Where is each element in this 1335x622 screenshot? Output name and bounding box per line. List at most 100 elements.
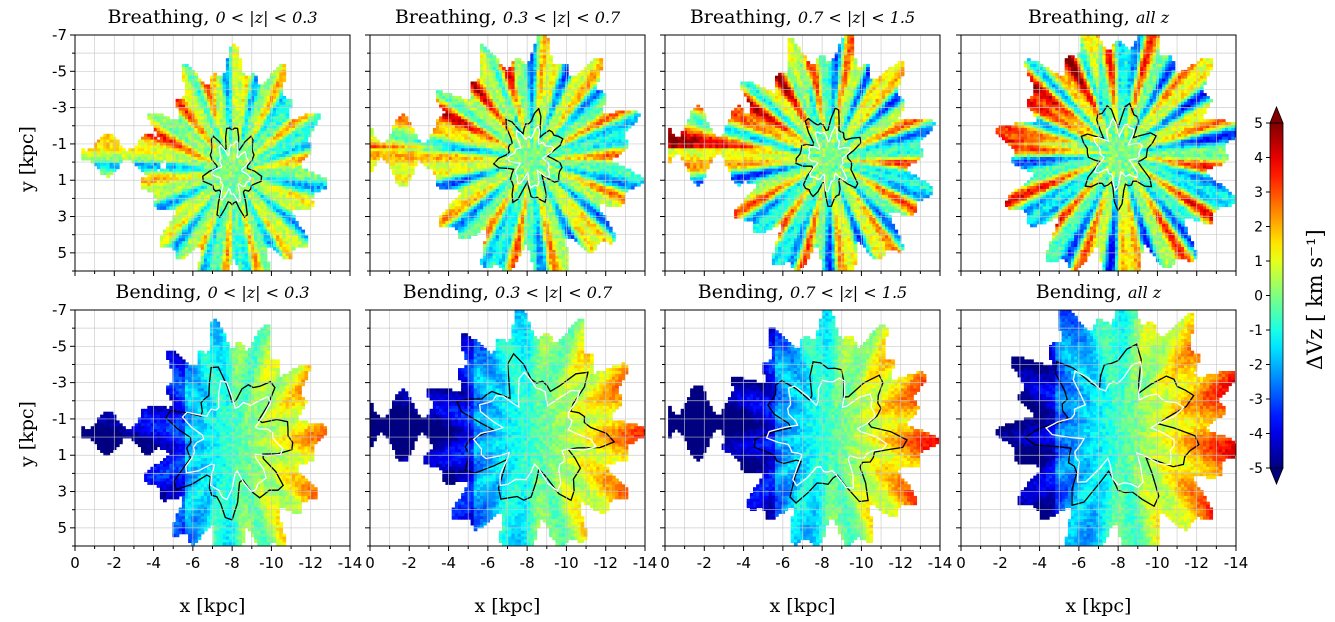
y-axis-label: y [kpc]: [16, 112, 38, 192]
panel-bending-2: 0 -2 -4 -6 -8 -10 -12 -14: [365, 309, 657, 572]
y-tick-label: -3: [52, 374, 67, 392]
ticks: [956, 309, 1237, 551]
ticks: [70, 309, 351, 551]
panel-title: Breathing, 0.3 < |z| < 0.7: [370, 6, 645, 28]
contour-lines: [753, 361, 908, 504]
y-tick-label: 5: [57, 519, 67, 537]
y-tick-label: -1: [52, 135, 67, 153]
contour-lines: [202, 127, 263, 219]
x-tick-label: -4: [146, 554, 161, 572]
colorbar-tick-label: -5: [1249, 461, 1263, 477]
panel-title-text: Breathing,: [107, 6, 215, 28]
panel-title-text: Breathing,: [1028, 6, 1136, 28]
contour-lines: [456, 352, 616, 502]
panel-title: Breathing, 0 < |z| < 0.3: [75, 6, 350, 28]
x-tick-label: -6: [185, 554, 200, 572]
panel-title-text: Breathing,: [690, 6, 798, 28]
x-tick-label: -4: [736, 554, 751, 572]
x-tick-label: -10: [554, 554, 579, 572]
ticks: [365, 34, 646, 276]
y-tick-label: -5: [52, 62, 67, 80]
y-tick-label: 1: [57, 446, 67, 464]
colorbar-tick-label: -1: [1249, 323, 1263, 339]
x-tick-label: 0: [365, 554, 375, 572]
panel-title-text: Bending,: [403, 281, 495, 303]
x-tick-label: -2: [993, 554, 1008, 572]
y-tick-label: 3: [57, 483, 67, 501]
contour-lines: [1023, 343, 1200, 508]
heatmap-cells: [668, 35, 936, 271]
colorbar-tick-label: 4: [1254, 151, 1263, 167]
x-tick-label: -8: [520, 554, 535, 572]
panel-title-range: 0.7 < |z| < 1.5: [798, 8, 915, 27]
x-tick-label: -6: [775, 554, 790, 572]
x-tick-label: -10: [849, 554, 874, 572]
x-tick-label: -4: [441, 554, 456, 572]
panel-title: Bending, 0.3 < |z| < 0.7: [370, 281, 645, 303]
x-axis-label: x [kpc]: [370, 595, 645, 617]
panel-title-range: all z: [1136, 8, 1169, 27]
ticks: [956, 34, 1237, 276]
panel-title-range: 0.3 < |z| < 0.7: [503, 8, 620, 27]
panel-bending-4: 0 -2 -4 -6 -8 -10 -12 -14: [956, 309, 1249, 572]
x-tick-label: -8: [225, 554, 240, 572]
contour-lines: [165, 366, 294, 521]
x-tick-label: -10: [259, 554, 284, 572]
x-tick-label: -14: [1224, 554, 1249, 572]
colorbar-extend-min: [1269, 467, 1284, 486]
ticks: [365, 309, 646, 551]
x-tick-label: -14: [338, 554, 363, 572]
ticks: [660, 309, 941, 551]
colorbar-tick-label: 1: [1254, 254, 1263, 270]
colorbar-gradient: [1270, 123, 1283, 468]
y-tick-label: -7: [52, 301, 67, 319]
ticks: [660, 34, 941, 276]
colorbar-tick-label: 3: [1254, 185, 1263, 201]
panel-title-text: Breathing,: [395, 6, 503, 28]
panel-bending-1: -7 -5 -3 -1 1 3 50 -2 -4 -6 -8 -10 -12 -14: [52, 301, 362, 572]
x-tick-label: -2: [402, 554, 417, 572]
heatmap-cells: [995, 35, 1236, 271]
x-tick-label: -6: [480, 554, 495, 572]
x-tick-label: -2: [697, 554, 712, 572]
heatmap-cells: [995, 310, 1236, 546]
heatmap-cells: [668, 310, 940, 546]
panel-bending-3: 0 -2 -4 -6 -8 -10 -12 -14: [660, 309, 953, 572]
colorbar-tick-label: -3: [1249, 392, 1263, 408]
heatmap-cells: [370, 310, 645, 546]
x-axis-label: x [kpc]: [665, 595, 940, 617]
x-tick-label: 0: [956, 554, 966, 572]
panel-title: Breathing, 0.7 < |z| < 1.5: [665, 6, 940, 28]
grid: [369, 309, 646, 547]
colorbar-tick-label: -2: [1249, 358, 1263, 374]
x-axis-label: x [kpc]: [961, 595, 1236, 617]
panel-title-text: Bending,: [698, 281, 790, 303]
colorbar-tick-label: 5: [1254, 116, 1263, 132]
x-tick-label: -6: [1071, 554, 1086, 572]
y-tick-label: -5: [52, 337, 67, 355]
y-tick-label: -3: [52, 99, 67, 117]
y-tick-label: 5: [57, 244, 67, 262]
panel-breathing-2: [365, 34, 646, 276]
y-tick-label: 3: [57, 208, 67, 226]
panel-title-text: Bending,: [1036, 281, 1128, 303]
colorbar-tick-label: 0: [1254, 289, 1263, 305]
panel-title: Bending, all z: [961, 281, 1236, 303]
x-tick-label: -8: [1111, 554, 1126, 572]
y-axis-label: y [kpc]: [16, 387, 38, 467]
heatmap-cells: [81, 43, 328, 271]
grid: [664, 34, 941, 272]
y-tick-label: -1: [52, 410, 67, 428]
heatmap-cells: [81, 318, 328, 546]
x-tick-label: -14: [928, 554, 953, 572]
x-tick-label: -12: [1184, 554, 1209, 572]
y-tick-label: -7: [52, 26, 67, 44]
y-tick-label: 1: [57, 171, 67, 189]
panel-title-range: 0 < |z| < 0.3: [208, 283, 310, 302]
panel-title-range: 0.3 < |z| < 0.7: [495, 283, 612, 302]
contour-lines: [795, 107, 862, 207]
colorbar-label: ΔVz [ km s⁻¹]: [1303, 220, 1327, 370]
panel-title: Breathing, all z: [961, 6, 1236, 28]
x-tick-label: -12: [888, 554, 913, 572]
